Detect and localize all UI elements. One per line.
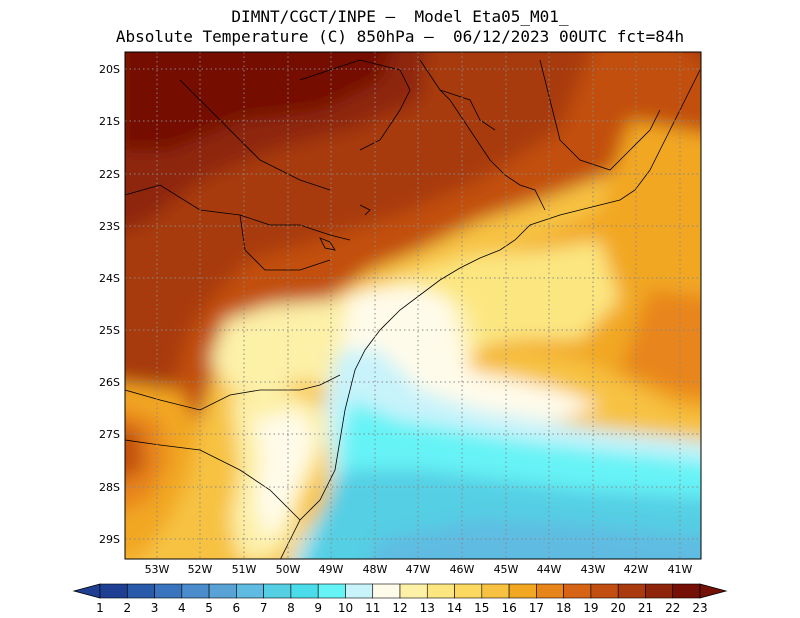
colorbar-label: 6 [233,601,241,615]
colorbar-label: 21 [638,601,653,615]
colorbar-label: 16 [501,601,516,615]
colorbar-swatch [99,583,128,599]
colorbar-label: 4 [178,601,186,615]
colorbar-label: 17 [529,601,544,615]
colorbar-label: 14 [447,601,462,615]
lon-label: 47W [406,563,431,576]
colorbar: 1 2 3 4 5 6 7 8 9 10 11 12 13 14 15 16 17 18 19 20 21 22 23 [72,583,728,615]
colorbar-label: 5 [205,601,213,615]
colorbar-swatch [154,583,183,599]
colorbar-swatch [372,583,401,599]
colorbar-swatch [290,583,319,599]
colorbar-arrow-low [72,583,101,599]
lon-label: 53W [145,563,170,576]
boundary-lines [125,59,701,559]
lat-label: 21S [99,115,120,128]
lat-label: 27S [99,428,120,441]
colorbar-label: 15 [474,601,489,615]
colorbar-swatch [454,583,483,599]
lat-label: 23S [99,220,120,233]
lon-label: 41W [668,563,693,576]
lon-label: 46W [450,563,475,576]
colorbar-arrow-high [699,583,728,599]
colorbar-swatch [236,583,264,599]
lat-label: 29S [99,533,120,546]
colorbar-swatch [617,583,646,599]
colorbar-label: 19 [583,601,598,615]
colorbar-swatch [263,583,292,599]
lon-label: 44W [537,563,562,576]
colorbar-label: 10 [338,601,353,615]
lon-label: 43W [581,563,606,576]
colorbar-swatch [508,583,537,599]
colorbar-label: 12 [392,601,407,615]
temperature-field [125,52,701,559]
colorbar-label: 8 [287,601,295,615]
colorbar-swatch [426,583,455,599]
colorbar-swatch [645,583,674,599]
colorbar-label: 2 [123,601,131,615]
colorbar-label: 11 [365,601,380,615]
colorbar-label: 13 [420,601,435,615]
lat-label: 28S [99,481,120,494]
colorbar-swatch [672,583,701,599]
colorbar-label: 23 [692,601,707,615]
colorbar-label: 20 [611,601,626,615]
colorbar-label: 9 [314,601,322,615]
colorbar-label: 1 [96,601,104,615]
lon-label: 50W [276,563,301,576]
gridlines [125,52,701,559]
colorbar-swatch [590,583,619,599]
colorbar-swatch [481,583,510,599]
colorbar-label: 22 [665,601,680,615]
chart-title-line-2: Absolute Temperature (C) 850hPa – 06/12/… [115,27,685,46]
colorbar-swatch [126,583,155,599]
lat-label: 20S [99,63,120,76]
colorbar-swatch [536,583,564,599]
lon-label: 51W [232,563,257,576]
latitude-axis: 20S 21S 22S 23S 24S 25S 26S 27S 28S 29S [99,63,120,546]
colorbar-swatch [208,583,237,599]
lon-label: 52W [188,563,213,576]
lat-label: 24S [99,272,120,285]
colorbar-label: 7 [260,601,268,615]
chart-title-line-1: DIMNT/CGCT/INPE – Model Eta05_M01_ [231,7,569,26]
colorbar-swatch [563,583,592,599]
colorbar-label: 18 [556,601,571,615]
map-frame [124,51,702,560]
lon-label: 42W [624,563,649,576]
colorbar-label: 3 [151,601,159,615]
lat-label: 26S [99,376,120,389]
colorbar-swatch [399,583,428,599]
lat-label: 22S [99,168,120,181]
longitude-axis: 53W 52W 51W 50W 49W 48W 47W 46W 45W 44W … [145,563,693,576]
colorbar-swatch [317,583,346,599]
colorbar-swatch [345,583,374,599]
colorbar-swatch [181,583,210,599]
lon-label: 45W [494,563,519,576]
lat-label: 25S [99,324,120,337]
lon-label: 48W [363,563,388,576]
lon-label: 49W [319,563,344,576]
